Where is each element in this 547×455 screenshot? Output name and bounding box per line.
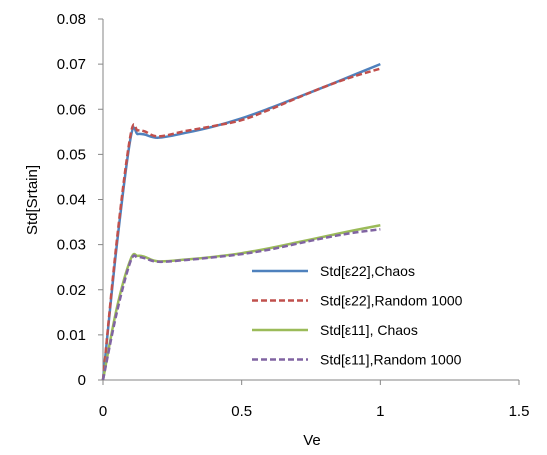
y-ticks: 0 0.01 0.02 0.03 0.04 0.05 0.06 0.07 0.08	[57, 11, 103, 389]
series-lines	[101, 62, 381, 381]
y-tick-label: 0.04	[57, 192, 86, 209]
series-line-2	[101, 67, 381, 381]
series-line-4	[101, 228, 381, 381]
axes	[102, 19, 519, 381]
x-tick-label: 1	[376, 403, 384, 420]
x-ticks: 0 0.5 1 1.5	[99, 380, 530, 420]
y-axis-title: Std[Srtain]	[24, 165, 41, 235]
y-tick-label: 0.07	[57, 56, 86, 73]
y-tick-label: 0	[78, 372, 86, 389]
x-tick-label: 1.5	[509, 403, 530, 420]
y-tick-label: 0.06	[57, 101, 86, 118]
legend-label: Std[ε22],Random 1000	[320, 293, 463, 309]
y-tick-label: 0.02	[57, 282, 86, 299]
x-tick-label: 0	[99, 403, 107, 420]
x-axis-title: Ve	[303, 432, 321, 449]
y-tick-label: 0.03	[57, 237, 86, 254]
legend-label: Std[ε22],Chaos	[320, 263, 415, 279]
y-tick-label: 0.01	[57, 327, 86, 344]
y-tick-label: 0.05	[57, 146, 86, 163]
legend-label: Std[ε11],Random 1000	[320, 352, 462, 368]
legend-label: Std[ε11], Chaos	[320, 322, 418, 338]
legend: Std[ε22],Chaos Std[ε22],Random 1000 Std[ε1…	[252, 263, 463, 368]
x-tick-label: 0.5	[231, 403, 252, 420]
y-tick-label: 0.08	[57, 11, 86, 28]
